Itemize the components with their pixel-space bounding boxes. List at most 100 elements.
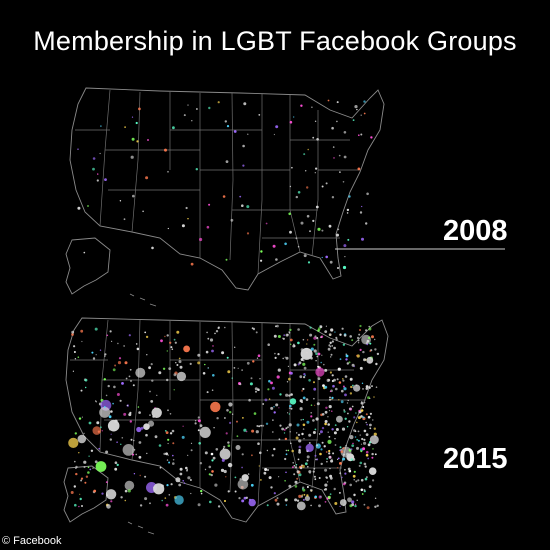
member-dot (276, 497, 279, 500)
member-dot (298, 449, 301, 452)
member-dot (297, 433, 301, 437)
member-dot (301, 390, 303, 392)
member-dot (294, 466, 297, 469)
member-dot (287, 426, 289, 428)
member-dot (259, 451, 262, 455)
member-dot (165, 503, 169, 507)
member-dot (199, 237, 203, 242)
member-dot (294, 485, 298, 488)
member-dot (197, 429, 200, 432)
member-dot (343, 155, 347, 159)
member-dot (181, 435, 185, 439)
member-dot (172, 126, 175, 130)
member-dot (204, 363, 206, 366)
member-dot (320, 448, 323, 451)
member-dot (366, 343, 369, 346)
member-dot (338, 399, 340, 401)
member-dot (80, 329, 84, 333)
member-dot (366, 506, 370, 510)
member-dot (340, 450, 344, 453)
member-dot (92, 357, 96, 360)
member-dot (314, 120, 317, 123)
member-dot (359, 211, 363, 214)
member-dot (348, 407, 352, 411)
member-dot (77, 434, 87, 444)
member-dot (270, 406, 274, 410)
member-dot (246, 361, 250, 365)
member-dot (194, 422, 197, 425)
member-dot (239, 195, 242, 198)
member-dot (350, 448, 353, 451)
member-dot (98, 447, 100, 450)
member-dot (246, 232, 250, 235)
member-dot (302, 486, 305, 489)
member-dot (83, 460, 87, 464)
member-dot (312, 431, 316, 434)
member-dot (113, 385, 116, 389)
member-dot (320, 361, 323, 364)
member-dot (352, 119, 355, 121)
member-dot (365, 421, 368, 424)
member-dot (75, 472, 78, 476)
member-dot (116, 463, 119, 467)
member-dot (84, 481, 87, 484)
member-dot (139, 504, 143, 507)
member-dot (365, 476, 368, 479)
member-dot (331, 345, 334, 347)
member-dot (357, 342, 360, 344)
member-dot (109, 330, 112, 333)
member-dot (80, 479, 83, 482)
member-dot (341, 427, 346, 431)
member-dot (206, 225, 210, 229)
state-borders-2015 (70, 319, 366, 507)
member-dot (284, 457, 287, 461)
member-dot (136, 347, 140, 351)
member-dot (355, 412, 357, 414)
member-dot (257, 354, 261, 358)
member-dot (376, 352, 380, 356)
member-dot (133, 439, 135, 442)
member-dot (114, 467, 118, 471)
member-dot (94, 460, 98, 464)
member-dot (242, 164, 245, 167)
member-dot (329, 371, 332, 374)
member-dot (349, 335, 353, 338)
member-dot (368, 325, 371, 328)
member-dot (133, 473, 136, 475)
member-dot (353, 416, 356, 419)
member-dot (182, 480, 184, 482)
member-dot (197, 416, 200, 419)
member-dot (289, 328, 292, 332)
member-dot (334, 424, 337, 426)
member-dot (293, 473, 296, 476)
member-dot (326, 481, 329, 483)
member-dot (80, 389, 83, 392)
member-dot (336, 233, 339, 237)
member-dot (354, 504, 357, 508)
member-dot (302, 396, 306, 400)
member-dot (356, 446, 359, 450)
member-dot (156, 394, 158, 396)
member-dot (348, 469, 352, 473)
member-dot (92, 167, 95, 171)
member-dot (363, 441, 367, 445)
member-dot (354, 436, 357, 438)
member-dot (361, 493, 364, 495)
member-dot (81, 505, 83, 507)
member-dot (189, 362, 192, 365)
member-dot (362, 416, 365, 419)
member-dot (323, 363, 325, 366)
member-dot (363, 358, 366, 362)
member-dot (297, 458, 300, 461)
member-dot (78, 505, 80, 508)
member-dot (298, 473, 302, 477)
member-dot (359, 348, 362, 351)
member-dot (306, 343, 308, 345)
member-dot (329, 493, 332, 496)
member-dot (324, 330, 328, 333)
member-dot (268, 379, 271, 383)
member-dot (132, 194, 135, 198)
member-dot (371, 385, 373, 388)
member-dot (332, 384, 335, 388)
hawaii-islands-2015 (127, 521, 155, 535)
